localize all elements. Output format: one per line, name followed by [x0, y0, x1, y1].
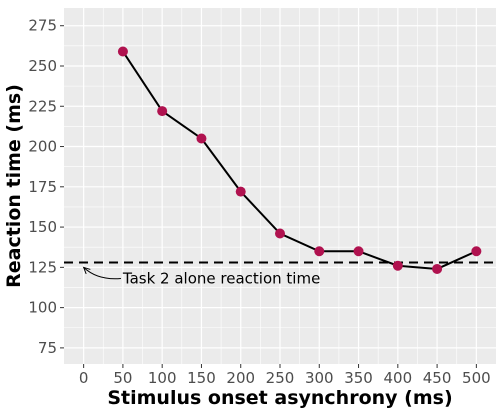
- data-point: [314, 246, 325, 257]
- y-tick-label: 275: [28, 17, 57, 35]
- x-tick-label: 250: [266, 369, 295, 387]
- y-tick-label: 125: [28, 258, 57, 276]
- series-line: [122, 50, 477, 270]
- x-tick-label: 400: [383, 369, 412, 387]
- y-tick-label: 250: [28, 57, 57, 75]
- annotation-arrowhead: [82, 266, 91, 275]
- data-point: [235, 186, 246, 197]
- x-tick-label: 100: [148, 369, 177, 387]
- x-tick-label: 200: [226, 369, 255, 387]
- major-gridlines: [64, 8, 496, 364]
- data-point: [157, 106, 168, 117]
- x-axis-ticks: 0 50 100 150 200 250 300 350 400 450 500: [79, 364, 491, 387]
- y-axis-ticks: 75 100 125 150 175 200 225 250 275: [28, 17, 64, 357]
- y-tick-label: 75: [38, 339, 57, 357]
- series-layer: [122, 50, 477, 270]
- y-tick-label: 150: [28, 218, 57, 236]
- x-tick-label: 300: [305, 369, 334, 387]
- x-axis-title: Stimulus onset asynchrony (ms): [107, 387, 452, 409]
- x-tick-label: 450: [423, 369, 452, 387]
- x-tick-label: 0: [79, 369, 89, 387]
- y-tick-label: 100: [28, 299, 57, 317]
- data-point: [392, 260, 403, 271]
- x-tick-label: 150: [187, 369, 216, 387]
- data-point: [471, 246, 482, 257]
- y-tick-label: 175: [28, 178, 57, 196]
- x-tick-label: 500: [462, 369, 491, 387]
- annotation-layer: Task 2 alone reaction time: [82, 266, 320, 287]
- data-point: [353, 246, 364, 257]
- data-point: [275, 228, 285, 239]
- data-point: [196, 133, 207, 144]
- points-layer: [117, 46, 482, 274]
- x-tick-label: 50: [113, 369, 132, 387]
- y-tick-label: 225: [28, 97, 57, 115]
- y-tick-label: 200: [28, 138, 57, 156]
- annotation-arrow: [83, 266, 121, 280]
- y-axis-title: Reaction time (ms): [3, 84, 25, 288]
- annotation-label: Task 2 alone reaction time: [122, 269, 320, 287]
- data-point: [432, 263, 443, 274]
- x-tick-label: 350: [344, 369, 373, 387]
- data-point: [117, 46, 128, 57]
